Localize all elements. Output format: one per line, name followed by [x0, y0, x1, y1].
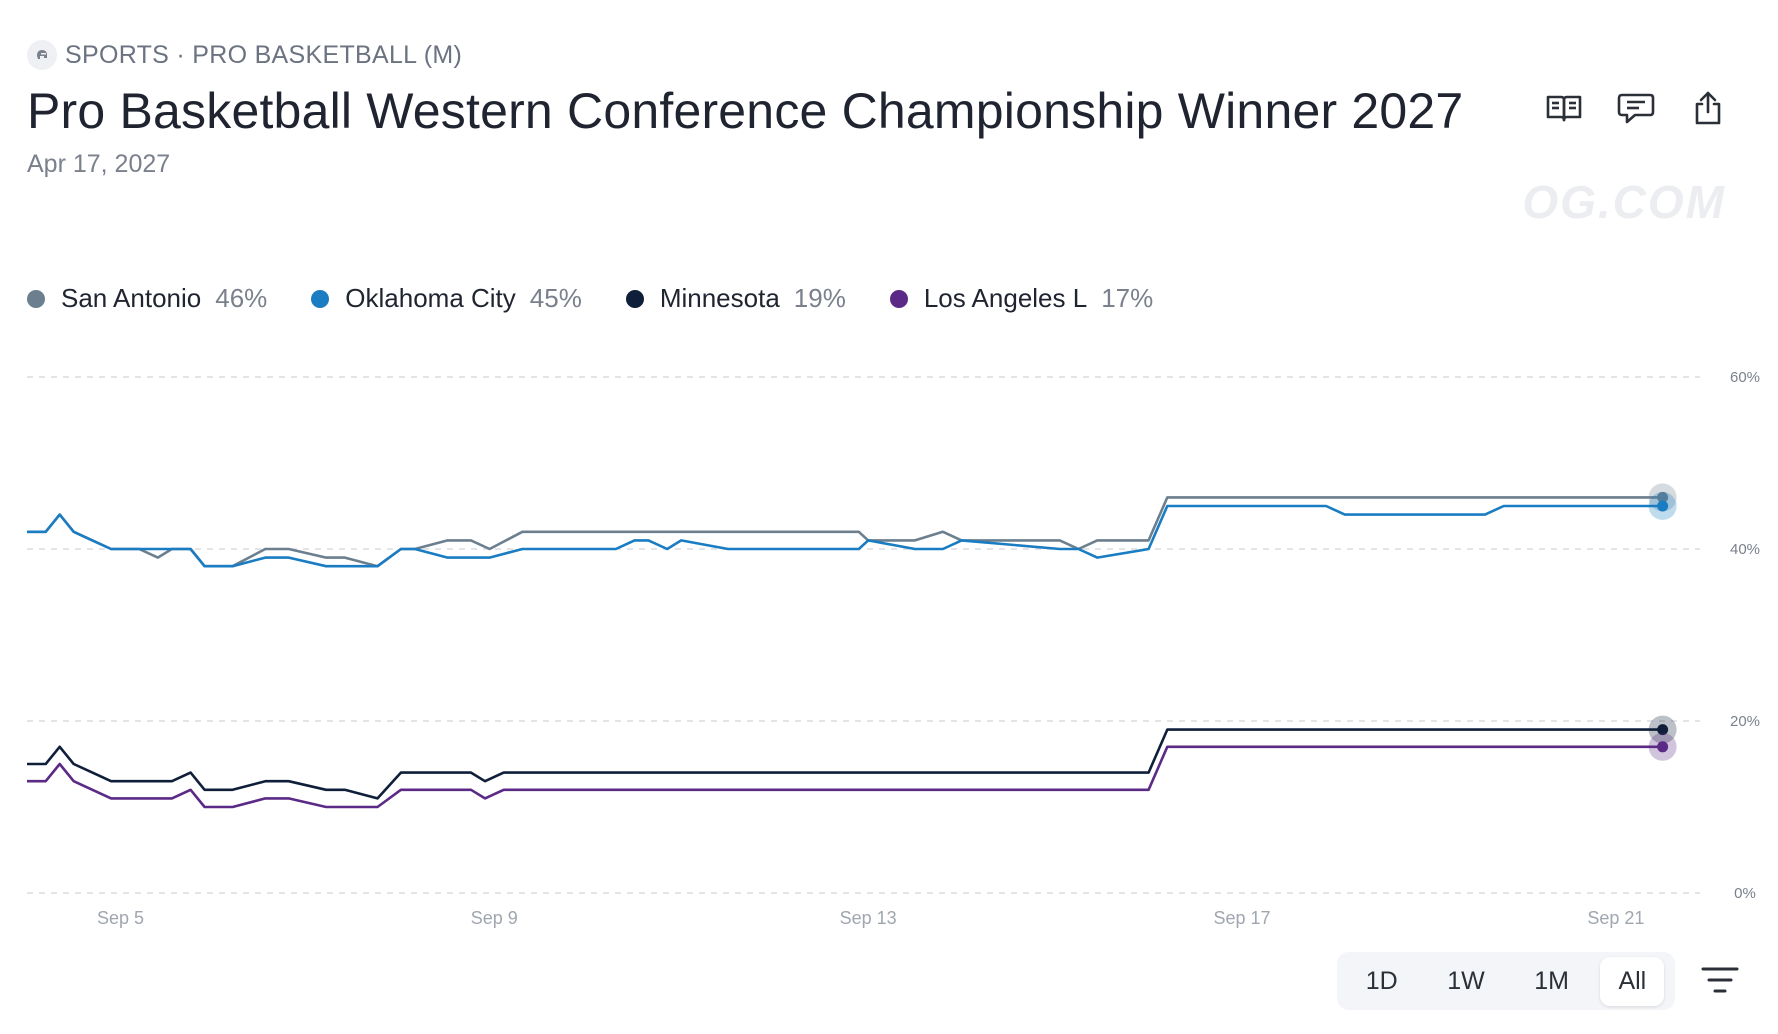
- series-end-point: [1657, 491, 1669, 503]
- legend-name: Oklahoma City: [345, 283, 516, 313]
- range-1d-button[interactable]: 1D: [1365, 966, 1398, 995]
- legend-name: Los Angeles L: [923, 283, 1088, 313]
- comments-button[interactable]: [1616, 88, 1656, 128]
- legend-item-los-angeles-l[interactable]: Los Angeles L 17%: [889, 283, 1154, 314]
- series-end-point: [1657, 724, 1669, 736]
- page-title: Pro Basketball Western Conference Champi…: [27, 83, 1464, 139]
- basketball-helmet-icon: [27, 40, 57, 70]
- legend-dot: [889, 289, 908, 308]
- series-line: [27, 728, 1663, 800]
- y-tick-label: 20%: [1730, 713, 1760, 730]
- range-1m-button[interactable]: 1M: [1534, 966, 1569, 995]
- legend-name: Minnesota: [659, 283, 780, 313]
- range-all-button[interactable]: All: [1600, 956, 1665, 1006]
- legend-dot: [625, 289, 644, 308]
- x-tick-label: Sep 13: [840, 908, 897, 928]
- price-chart[interactable]: 0% 20% 40% 60% Sep 5 Sep 9 Sep 13 Sep 17 Sep 21: [0, 350, 1778, 930]
- rules-button[interactable]: [1544, 88, 1584, 128]
- legend-dot: [311, 289, 330, 308]
- y-tick-label: 40%: [1730, 541, 1760, 558]
- legend-dot: [27, 289, 45, 308]
- filter-button[interactable]: [1700, 963, 1740, 999]
- x-tick-label: Sep 9: [471, 908, 518, 928]
- legend-item-san-antonio[interactable]: San Antonio 46%: [27, 283, 267, 314]
- series-line: [27, 504, 1663, 568]
- y-tick-label: 0%: [1734, 885, 1756, 902]
- filter-icon: [1701, 967, 1739, 993]
- header-actions: [1544, 88, 1728, 128]
- legend-value: 45%: [529, 283, 582, 313]
- chart-legend: San Antonio 46% Oklahoma City 45% Minnes…: [27, 283, 1153, 314]
- share-button[interactable]: [1688, 88, 1728, 128]
- legend-value: 19%: [793, 283, 846, 313]
- legend-value: 46%: [215, 283, 268, 313]
- breadcrumb-label[interactable]: SPORTS · PRO BASKETBALL (M): [65, 40, 463, 69]
- y-tick-label: 60%: [1730, 369, 1760, 386]
- market-date: Apr 17, 2027: [27, 150, 171, 178]
- x-tick-label: Sep 17: [1213, 908, 1270, 928]
- breadcrumb[interactable]: SPORTS · PRO BASKETBALL (M): [27, 40, 462, 70]
- series-end-point: [1657, 741, 1669, 753]
- watermark: OG.COM: [1522, 176, 1726, 228]
- legend-name: San Antonio: [61, 283, 202, 313]
- book-icon: [1546, 95, 1582, 122]
- legend-item-oklahoma-city[interactable]: Oklahoma City 45%: [311, 283, 582, 314]
- x-tick-label: Sep 21: [1587, 908, 1644, 928]
- series-line: [27, 496, 1663, 568]
- series-line: [27, 745, 1663, 809]
- legend-item-minnesota[interactable]: Minnesota 19%: [625, 283, 846, 314]
- series-end-point: [1657, 500, 1669, 512]
- range-selector: 1D 1W 1M All: [1337, 952, 1675, 1010]
- legend-value: 17%: [1101, 283, 1154, 313]
- x-tick-label: Sep 5: [97, 908, 144, 928]
- share-icon: [1695, 91, 1721, 125]
- chat-icon: [1617, 93, 1655, 124]
- range-1w-button[interactable]: 1W: [1447, 966, 1485, 995]
